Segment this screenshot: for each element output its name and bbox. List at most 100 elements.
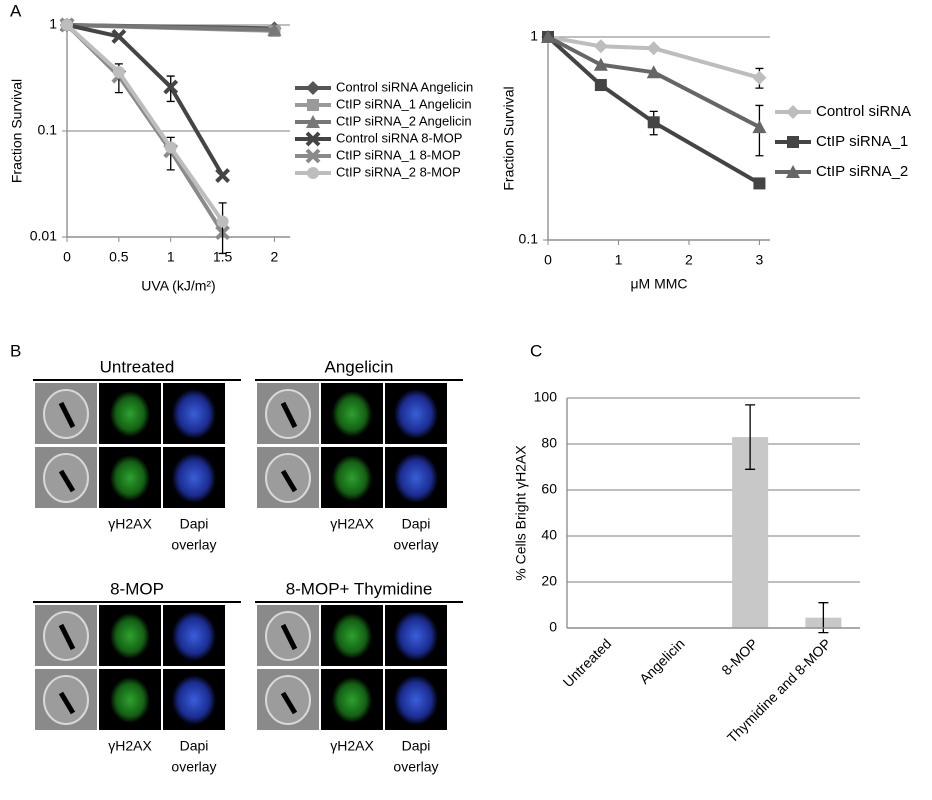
laser-track [58, 401, 76, 429]
laser-track [280, 623, 298, 651]
legend-marker [786, 105, 800, 119]
y-axis-label: Fraction Survival [9, 79, 25, 183]
channel-label: overlay [171, 759, 216, 775]
blue-nucleus [172, 389, 216, 439]
panel-title: 8-MOP [110, 579, 164, 598]
laser-track [280, 469, 298, 493]
channel-label: Dapi [402, 516, 431, 532]
marker [646, 41, 661, 56]
x-tick-label: 1.5 [213, 249, 233, 265]
channel-label: γH2AX [330, 738, 374, 754]
legend-label: CtIP siRNA_1 Angelicin [336, 96, 472, 111]
marker [267, 22, 282, 36]
series-line [65, 23, 225, 234]
panel-title: 8-MOP+ Thymidine [286, 579, 433, 598]
y-tick-label: 100 [534, 389, 558, 405]
y-tick-label: 1 [530, 28, 538, 44]
green-nucleus [332, 391, 372, 437]
x-tick-label: 0.5 [109, 249, 129, 265]
y-tick-label: 80 [541, 435, 557, 451]
legend-marker [306, 115, 320, 128]
marker [647, 116, 660, 129]
error-bar [218, 202, 227, 255]
legend-marker [305, 131, 321, 147]
legend-label: Control siRNA Angelicin [336, 79, 473, 94]
marker [593, 57, 608, 71]
green-nucleus [110, 391, 150, 437]
green-nucleus [332, 455, 372, 501]
laser-track [280, 691, 298, 715]
y-tick-label: 60 [541, 481, 557, 497]
channel-label: γH2AX [108, 516, 152, 532]
marker [752, 70, 767, 85]
series-line [546, 35, 761, 186]
channel-label: γH2AX [330, 516, 374, 532]
panel-label: B [10, 341, 21, 360]
y-tick-label: 0.1 [519, 231, 539, 247]
legend-marker [305, 148, 321, 164]
panel-title: Untreated [100, 357, 175, 376]
laser-track [58, 691, 76, 715]
y-tick-label: 20 [541, 573, 557, 589]
legend-marker [307, 99, 319, 111]
blue-nucleus [172, 453, 216, 503]
y-tick-label: 0.1 [38, 122, 58, 138]
legend-marker [786, 165, 800, 178]
green-nucleus [110, 613, 150, 659]
channel-label: Dapi [180, 738, 209, 754]
marker [594, 79, 607, 92]
series-line [547, 35, 761, 129]
x-tick-label: 8-MOP [718, 635, 761, 678]
y-axis-label: % Cells Bright γH2AX [513, 445, 529, 581]
marker [752, 120, 767, 134]
channel-label: overlay [171, 537, 216, 553]
x-tick-label: Untreated [560, 635, 615, 690]
laser-track [58, 469, 76, 493]
legend-marker [787, 136, 799, 148]
panel-title: Angelicin [325, 357, 394, 376]
x-axis-label: UVA (kJ/m²) [141, 278, 215, 294]
legend-label: CtIP siRNA_2 Angelicin [336, 113, 472, 128]
x-tick-label: 3 [756, 252, 764, 268]
marker [61, 19, 73, 31]
blue-nucleus [394, 611, 438, 661]
blue-nucleus [394, 453, 438, 503]
legend-label: CtIP siRNA_2 [816, 163, 908, 180]
legend-label: Control siRNA [816, 103, 911, 120]
y-tick-label: 0.01 [30, 228, 57, 244]
laser-track [280, 401, 298, 429]
blue-nucleus [172, 611, 216, 661]
y-tick-label: 1 [49, 16, 57, 32]
marker [541, 30, 555, 43]
series-line [65, 23, 225, 223]
series-line [547, 35, 760, 80]
x-tick-label: 1 [615, 252, 623, 268]
x-tick-label: 2 [685, 252, 693, 268]
blue-nucleus [394, 675, 438, 725]
laser-track [58, 623, 76, 651]
legend-marker [307, 167, 319, 179]
x-tick-label: 2 [271, 249, 279, 265]
channel-label: Dapi [402, 738, 431, 754]
y-tick-label: 0 [549, 619, 557, 635]
marker [164, 141, 177, 154]
blue-nucleus [172, 675, 216, 725]
y-tick-label: 40 [541, 527, 557, 543]
green-nucleus [332, 677, 372, 723]
legend-label: CtIP siRNA_1 [816, 133, 908, 150]
marker [216, 215, 229, 228]
x-tick-label: 1 [167, 249, 175, 265]
green-nucleus [110, 455, 150, 501]
marker [111, 29, 127, 44]
marker [753, 177, 766, 190]
marker [593, 39, 608, 54]
x-tick-label: Angelicin [636, 635, 687, 686]
green-nucleus [332, 613, 372, 659]
panel-label: C [530, 341, 542, 360]
legend-label: CtIP siRNA_2 8-MOP [336, 164, 461, 179]
marker [646, 65, 661, 79]
x-axis-label: μM MMC [630, 276, 687, 292]
green-nucleus [110, 677, 150, 723]
legend-label: CtIP siRNA_1 8-MOP [336, 147, 461, 162]
